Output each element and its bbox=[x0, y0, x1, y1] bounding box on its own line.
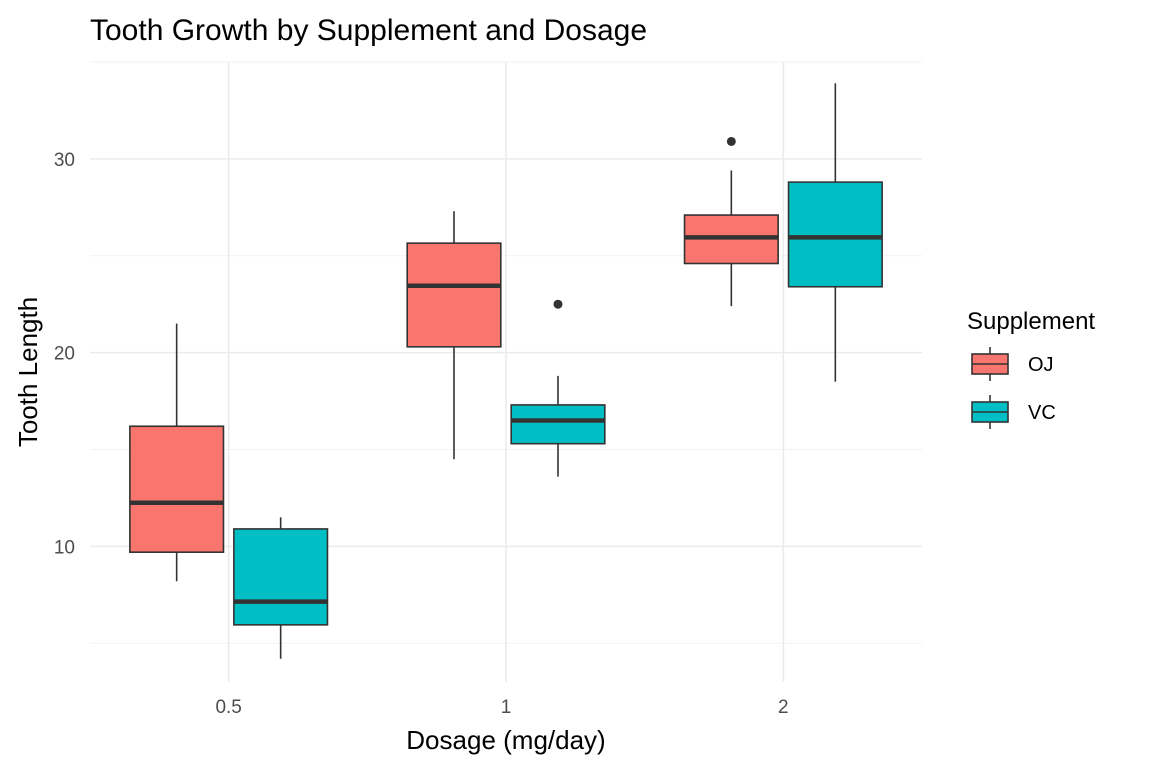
legend-label: VC bbox=[1028, 402, 1056, 424]
box-vc-0.5 bbox=[233, 517, 329, 659]
legend-items: OJ VC bbox=[971, 347, 1056, 429]
legend-title: Supplement bbox=[967, 308, 1095, 335]
box-body bbox=[233, 528, 329, 626]
x-tick-label: 1 bbox=[501, 697, 512, 718]
legend-item-vc: VC bbox=[971, 395, 1056, 429]
box-oj-0.5 bbox=[129, 323, 225, 582]
box-oj-2 bbox=[683, 136, 779, 307]
x-axis-title: Dosage (mg/day) bbox=[406, 725, 605, 755]
box-vc-2 bbox=[787, 83, 883, 382]
outlier-point bbox=[726, 136, 736, 146]
box-body bbox=[406, 242, 502, 348]
box-body bbox=[129, 425, 225, 553]
box-vc-1 bbox=[510, 299, 606, 477]
chart-title: Tooth Growth by Supplement and Dosage bbox=[90, 14, 647, 47]
y-tick-label: 30 bbox=[54, 150, 75, 171]
box-body bbox=[787, 181, 883, 288]
grid bbox=[90, 61, 922, 682]
legend-item-oj: OJ bbox=[971, 347, 1054, 381]
legend: Supplement OJ VC bbox=[967, 308, 1095, 429]
x-axis-ticks: 0.5 1 2 bbox=[215, 697, 788, 718]
y-tick-label: 10 bbox=[54, 537, 75, 558]
boxes bbox=[129, 83, 883, 659]
y-axis-ticks: 10 20 30 bbox=[54, 150, 75, 559]
outlier-point bbox=[553, 299, 563, 309]
legend-label: OJ bbox=[1028, 354, 1054, 376]
x-tick-label: 2 bbox=[778, 697, 789, 718]
box-oj-1 bbox=[406, 211, 502, 460]
x-tick-label: 0.5 bbox=[215, 697, 241, 718]
box-body bbox=[510, 404, 606, 445]
y-axis-title: Tooth Length bbox=[13, 297, 43, 447]
y-tick-label: 20 bbox=[54, 344, 75, 365]
